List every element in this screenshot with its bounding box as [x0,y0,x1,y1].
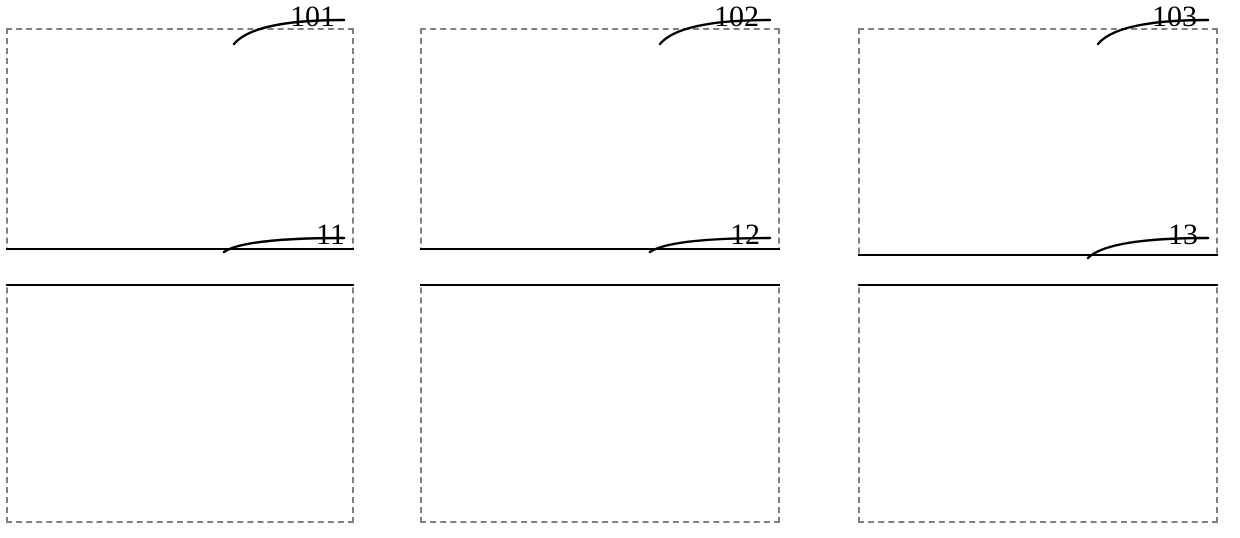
diagram-canvas: 101111021210313 [0,0,1240,538]
bar-12-leader [640,236,790,254]
bar-11-leader [214,236,364,254]
panel-102-leader [650,18,790,46]
panel-103-leader [1088,18,1228,46]
bar-13-leader [1078,236,1228,260]
panel-101-leader [224,18,364,46]
